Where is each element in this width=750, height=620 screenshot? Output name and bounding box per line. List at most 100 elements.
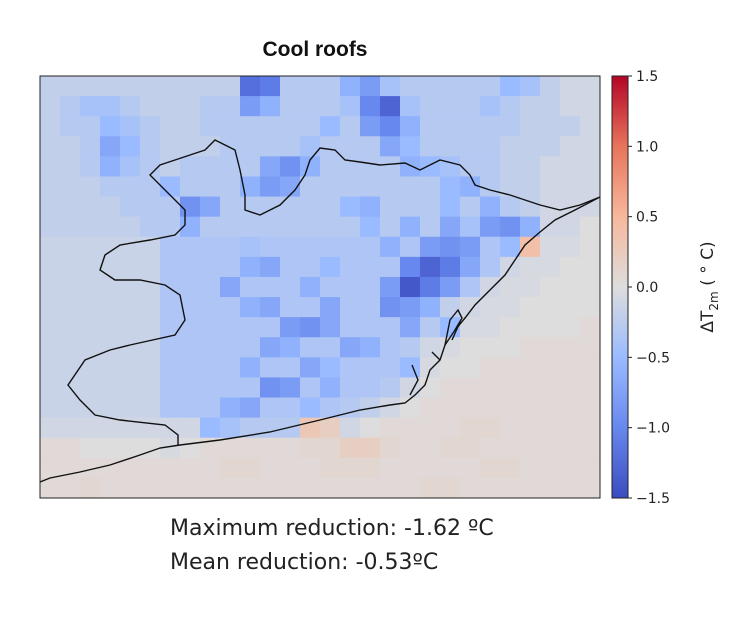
heatmap-cell	[560, 377, 581, 399]
heatmap-cell	[400, 276, 421, 298]
heatmap-cell	[280, 156, 301, 177]
heatmap-cell	[520, 337, 541, 358]
heatmap-cell	[200, 297, 221, 318]
heatmap-cell	[200, 377, 221, 399]
heatmap-cell	[320, 297, 341, 318]
heatmap-cell	[340, 457, 361, 479]
heatmap-cell	[380, 156, 401, 177]
heatmap-cell	[380, 397, 401, 419]
heatmap-cell	[200, 76, 221, 97]
heatmap-cell	[80, 317, 101, 338]
heatmap-cell	[380, 297, 401, 318]
heatmap-cell	[200, 337, 221, 358]
heatmap-cell	[460, 156, 481, 177]
heatmap-cell	[160, 457, 181, 479]
heatmap-cell	[140, 116, 161, 137]
heatmap-cell	[280, 377, 301, 399]
heatmap-cell	[400, 156, 421, 177]
heatmap-cell	[560, 297, 581, 318]
heatmap-cell	[540, 256, 561, 278]
heatmap-cell	[180, 256, 201, 278]
heatmap-cell	[540, 96, 561, 117]
heatmap-cell	[380, 236, 401, 258]
heatmap-cell	[520, 357, 541, 378]
heatmap-cell	[500, 136, 521, 157]
heatmap-cell	[60, 437, 81, 459]
heatmap-cell	[180, 337, 201, 358]
heatmap-cell	[80, 457, 101, 479]
heatmap-cell	[140, 276, 161, 298]
heatmap-cell	[120, 256, 141, 278]
heatmap-cell	[260, 236, 281, 258]
heatmap-cell	[420, 297, 441, 318]
heatmap-cell	[580, 136, 601, 157]
coastline	[40, 196, 600, 483]
colorbar-tick-label: 0.5	[636, 210, 658, 226]
heatmap-cell	[140, 96, 161, 117]
heatmap-cell	[60, 337, 81, 358]
heatmap-cell	[540, 76, 561, 97]
heatmap-cell	[80, 76, 101, 97]
heatmap-cell	[240, 417, 261, 439]
heatmap-cell	[420, 236, 441, 258]
heatmap-cell	[160, 76, 181, 97]
heatmap-cell	[460, 96, 481, 117]
heatmap-cell	[220, 96, 241, 117]
heatmap-cell	[280, 76, 301, 97]
heatmap-cell	[240, 397, 261, 419]
heatmap-cell	[320, 196, 341, 218]
heatmap-cell	[420, 397, 441, 419]
heatmap-cell	[60, 276, 81, 298]
heatmap-cell	[360, 457, 381, 479]
heatmap-cell	[340, 276, 361, 298]
heatmap-cell	[80, 357, 101, 378]
heatmap-cell	[440, 357, 461, 378]
colorbar-tick-label: 0.0	[636, 280, 658, 296]
heatmap-cell	[60, 76, 81, 97]
heatmap-cell	[460, 116, 481, 137]
heatmap-cell	[240, 457, 261, 479]
heatmap-cell	[460, 417, 481, 439]
heatmap-cell	[120, 276, 141, 298]
heatmap-cell	[220, 337, 241, 358]
heatmap-cell	[320, 317, 341, 338]
heatmap-cell	[360, 156, 381, 177]
heatmap-cell	[420, 337, 441, 358]
heatmap-cell	[460, 236, 481, 258]
heatmap-cell	[560, 76, 581, 97]
heatmap-cell	[460, 457, 481, 479]
heatmap-cell	[420, 457, 441, 479]
heatmap-cell	[220, 357, 241, 378]
chart-title: Cool roofs	[262, 38, 368, 61]
heatmap-cell	[560, 136, 581, 157]
heatmap-cell	[160, 176, 181, 198]
heatmap-cell	[40, 176, 61, 198]
heatmap-cell	[120, 397, 141, 419]
heatmap-cell	[520, 156, 541, 177]
heatmap-cell	[580, 96, 601, 117]
heatmap-cell	[480, 196, 501, 218]
heatmap-cell	[320, 136, 341, 157]
heatmap-cell	[260, 176, 281, 198]
heatmap-cell	[360, 377, 381, 399]
heatmap-cell	[320, 116, 341, 137]
heatmap-cell	[120, 96, 141, 117]
heatmap-cell	[360, 297, 381, 318]
heatmap-cell	[400, 196, 421, 218]
heatmap-cell	[300, 297, 321, 318]
heatmap-cell	[100, 176, 121, 198]
heatmap-cell	[260, 437, 281, 459]
heatmap-cell	[360, 477, 381, 499]
max-reduction-text: Maximum reduction: -1.62 ºC	[170, 516, 494, 541]
heatmap-cell	[240, 176, 261, 198]
heatmap-cell	[380, 477, 401, 499]
heatmap-cell	[40, 297, 61, 318]
heatmap-cell	[40, 337, 61, 358]
heatmap-cell	[60, 216, 81, 238]
heatmap-cells	[40, 76, 601, 499]
heatmap-cell	[480, 156, 501, 177]
heatmap-cell	[500, 176, 521, 198]
heatmap-cell	[580, 357, 601, 378]
heatmap-cell	[320, 276, 341, 298]
heatmap-cell	[380, 417, 401, 439]
